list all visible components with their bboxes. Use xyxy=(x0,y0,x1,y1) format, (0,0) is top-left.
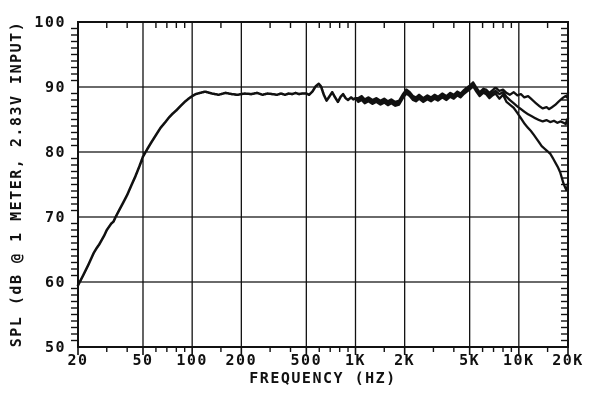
y-tick-label-50: 50 xyxy=(44,338,66,356)
y-axis-title: SPL (dB @ 1 METER, 2.83V INPUT) xyxy=(7,20,25,348)
trace-bottom xyxy=(76,82,570,287)
y-tick-label-90: 90 xyxy=(44,78,66,96)
x-tick-label-5K: 5K xyxy=(459,351,481,369)
x-tick-label-50: 50 xyxy=(132,351,154,369)
y-tick-label-60: 60 xyxy=(44,273,66,291)
x-tick-label-20K: 20K xyxy=(552,351,584,369)
x-tick-label-20: 20 xyxy=(67,351,89,369)
x-tick-label-500: 500 xyxy=(290,351,323,369)
response-traces xyxy=(76,81,570,287)
trace-middle xyxy=(76,82,570,287)
major-gridlines xyxy=(78,22,568,347)
x-tick-label-10K: 10K xyxy=(503,351,535,369)
x-axis-title: FREQUENCY (HZ) xyxy=(249,369,397,387)
tick-marks xyxy=(71,22,569,355)
x-tick-label-2K: 2K xyxy=(394,351,416,369)
trace-top xyxy=(76,81,570,287)
x-tick-label-200: 200 xyxy=(225,351,258,369)
x-tick-label-100: 100 xyxy=(176,351,208,369)
plot-box xyxy=(77,21,569,348)
y-tick-label-100: 100 xyxy=(34,13,66,31)
y-tick-label-70: 70 xyxy=(44,208,66,226)
x-tick-label-1K: 1K xyxy=(344,351,367,369)
y-tick-label-80: 80 xyxy=(44,143,66,161)
